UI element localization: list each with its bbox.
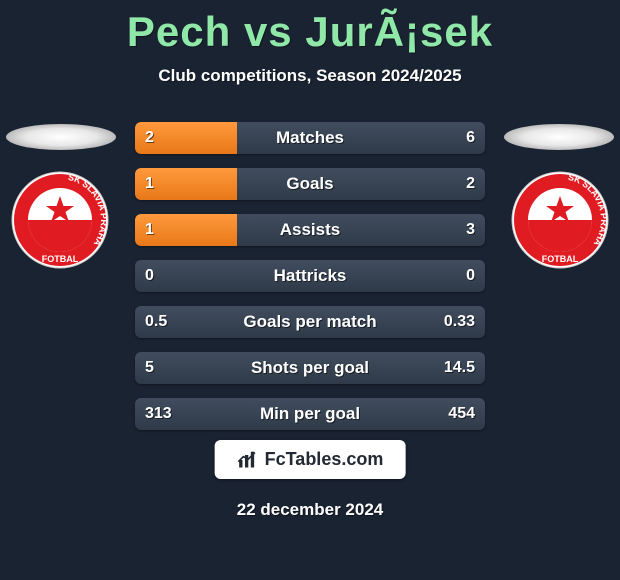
bar-chart-icon — [237, 450, 257, 470]
player-photo-placeholder-left — [6, 124, 116, 150]
stat-value-right: 2 — [466, 168, 475, 200]
stat-value-right: 454 — [448, 398, 475, 430]
stat-row: 1Assists3 — [135, 214, 485, 246]
stat-row: 2Matches6 — [135, 122, 485, 154]
brand-label: FcTables.com — [265, 449, 384, 470]
stat-row: 0.5Goals per match0.33 — [135, 306, 485, 338]
stat-row: 1Goals2 — [135, 168, 485, 200]
svg-text:FOTBAL: FOTBAL — [542, 254, 579, 264]
stat-value-right: 3 — [466, 214, 475, 246]
stat-label: Goals — [135, 168, 485, 200]
slavia-praha-badge-icon: SK SLAVIA PRAHA FOTBAL — [510, 170, 610, 270]
club-badge-left: SK SLAVIA PRAHA FOTBAL — [10, 170, 110, 270]
stat-label: Hattricks — [135, 260, 485, 292]
club-badge-right: SK SLAVIA PRAHA FOTBAL — [510, 170, 610, 270]
stat-value-right: 14.5 — [444, 352, 475, 384]
stat-value-right: 0 — [466, 260, 475, 292]
stat-row: 0Hattricks0 — [135, 260, 485, 292]
page-title: Pech vs JurÃ¡sek — [0, 0, 620, 56]
stat-label: Matches — [135, 122, 485, 154]
stat-value-right: 6 — [466, 122, 475, 154]
slavia-praha-badge-icon: SK SLAVIA PRAHA FOTBAL — [10, 170, 110, 270]
stat-label: Goals per match — [135, 306, 485, 338]
player-photo-placeholder-right — [504, 124, 614, 150]
date-label: 22 december 2024 — [0, 500, 620, 520]
stats-comparison-chart: 2Matches61Goals21Assists30Hattricks00.5G… — [135, 122, 485, 444]
svg-text:FOTBAL: FOTBAL — [42, 254, 79, 264]
stat-label: Min per goal — [135, 398, 485, 430]
stat-row: 5Shots per goal14.5 — [135, 352, 485, 384]
page-subtitle: Club competitions, Season 2024/2025 — [0, 66, 620, 86]
stat-value-right: 0.33 — [444, 306, 475, 338]
stat-row: 313Min per goal454 — [135, 398, 485, 430]
stat-label: Assists — [135, 214, 485, 246]
brand-card: FcTables.com — [215, 440, 406, 479]
stat-label: Shots per goal — [135, 352, 485, 384]
